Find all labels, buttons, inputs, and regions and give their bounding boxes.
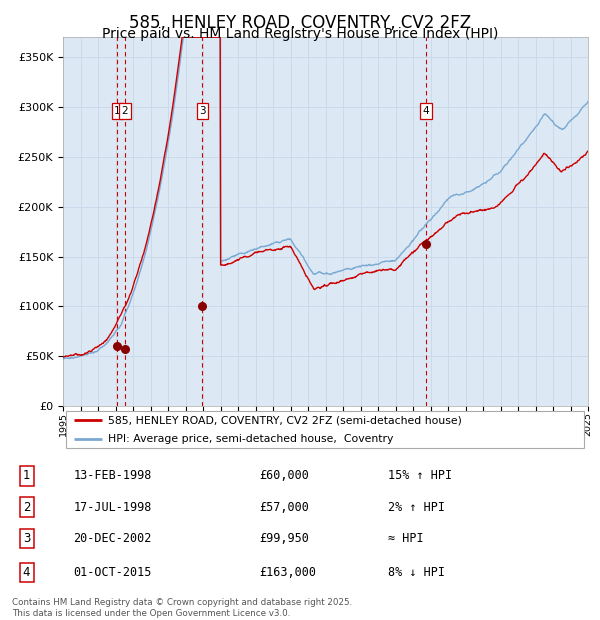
FancyBboxPatch shape: [65, 411, 584, 448]
Text: 17-JUL-1998: 17-JUL-1998: [74, 501, 152, 513]
Text: 01-OCT-2015: 01-OCT-2015: [74, 566, 152, 579]
Text: 2: 2: [122, 106, 128, 116]
Text: 585, HENLEY ROAD, COVENTRY, CV2 2FZ (semi-detached house): 585, HENLEY ROAD, COVENTRY, CV2 2FZ (sem…: [107, 415, 461, 425]
Text: 20-DEC-2002: 20-DEC-2002: [74, 532, 152, 545]
Text: 8% ↓ HPI: 8% ↓ HPI: [388, 566, 445, 579]
Text: £60,000: £60,000: [259, 469, 309, 482]
Text: 4: 4: [423, 106, 430, 116]
Text: HPI: Average price, semi-detached house,  Coventry: HPI: Average price, semi-detached house,…: [107, 435, 393, 445]
Text: Price paid vs. HM Land Registry's House Price Index (HPI): Price paid vs. HM Land Registry's House …: [102, 27, 498, 41]
Text: 585, HENLEY ROAD, COVENTRY, CV2 2FZ: 585, HENLEY ROAD, COVENTRY, CV2 2FZ: [129, 14, 471, 32]
Text: 15% ↑ HPI: 15% ↑ HPI: [388, 469, 452, 482]
Text: 3: 3: [23, 532, 30, 545]
Text: 1: 1: [23, 469, 31, 482]
Text: £99,950: £99,950: [259, 532, 309, 545]
Text: £57,000: £57,000: [259, 501, 309, 513]
Text: £163,000: £163,000: [259, 566, 316, 579]
Text: 4: 4: [23, 566, 31, 579]
Text: Contains HM Land Registry data © Crown copyright and database right 2025.
This d: Contains HM Land Registry data © Crown c…: [12, 598, 352, 618]
Text: ≈ HPI: ≈ HPI: [388, 532, 424, 545]
Text: 1: 1: [114, 106, 121, 116]
Text: 3: 3: [199, 106, 206, 116]
Text: 2% ↑ HPI: 2% ↑ HPI: [388, 501, 445, 513]
Text: 2: 2: [23, 501, 31, 513]
Text: 13-FEB-1998: 13-FEB-1998: [74, 469, 152, 482]
